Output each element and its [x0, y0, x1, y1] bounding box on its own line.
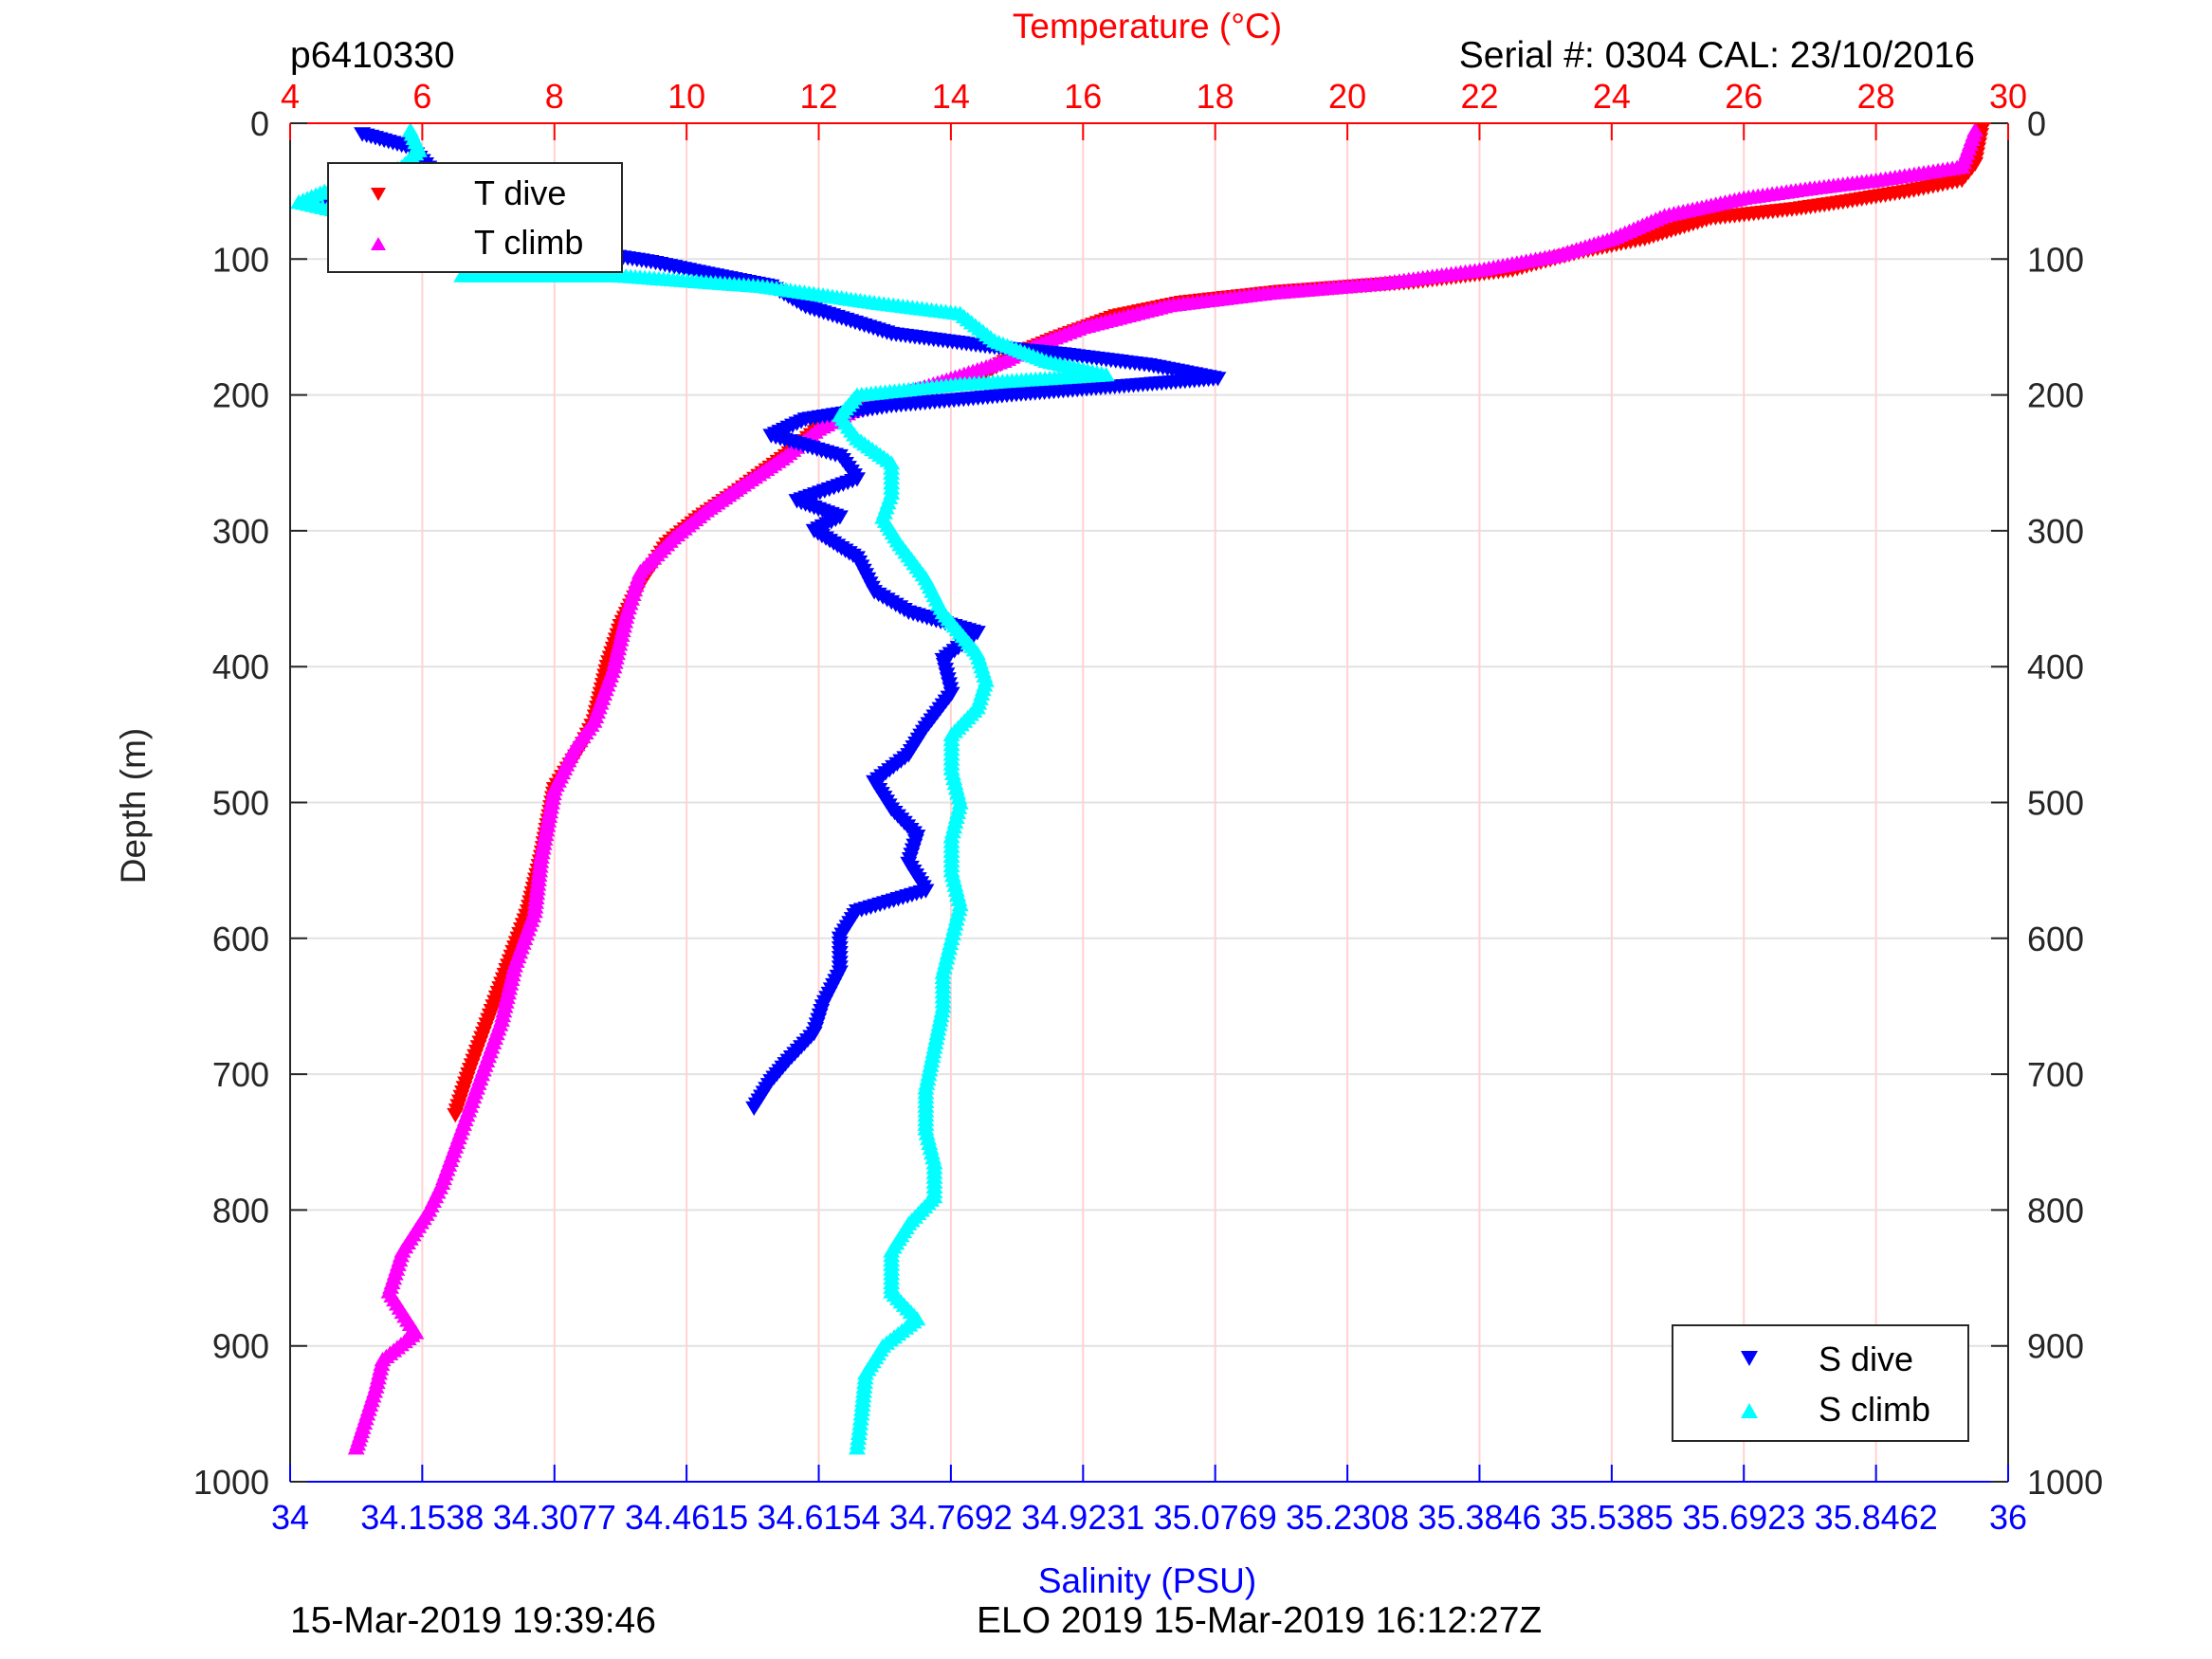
temp-tick-label-12: 28 [1857, 77, 1895, 116]
legend-s-climb-label: S climb [1819, 1390, 1930, 1429]
legend-t-climb-marker [371, 237, 386, 250]
y-tick-label-right-3: 300 [2027, 512, 2084, 551]
y-tick-label-left-2: 200 [212, 376, 269, 415]
y-tick-label-left-9: 900 [212, 1327, 269, 1366]
sal-tick-label-2: 34.3077 [493, 1498, 616, 1537]
legend-t-climb-label: T climb [474, 223, 583, 262]
y-axis-title: Depth (m) [114, 728, 153, 884]
legend-s-dive-label: S dive [1819, 1340, 1913, 1378]
bottom-axis-title: Salinity (PSU) [1038, 1561, 1256, 1600]
sal-tick-label-6: 34.9231 [1021, 1498, 1144, 1537]
temp-tick-label-13: 30 [1989, 77, 2027, 116]
sal-tick-label-4: 34.6154 [757, 1498, 880, 1537]
temp-tick-label-2: 8 [545, 77, 564, 116]
sal-tick-label-11: 35.6923 [1682, 1498, 1805, 1537]
temp-tick-label-7: 18 [1197, 77, 1234, 116]
y-tick-label-left-0: 0 [250, 104, 269, 143]
temp-tick-label-4: 12 [800, 77, 838, 116]
temp-tick-label-9: 22 [1460, 77, 1498, 116]
y-tick-label-right-1: 100 [2027, 240, 2084, 279]
legend-temperature-box [327, 162, 623, 273]
data-point [848, 1440, 866, 1455]
y-tick-label-right-2: 200 [2027, 376, 2084, 415]
sal-tick-label-8: 35.2308 [1286, 1498, 1409, 1537]
sal-tick-label-13: 36 [1989, 1498, 2027, 1537]
axes: 0 0 100 100 200 200 300 300 400 400 500 500 600 600 70… [193, 77, 2103, 1537]
data-point [745, 1101, 763, 1117]
y-tick-label-left-8: 800 [212, 1191, 269, 1230]
temp-tick-label-0: 4 [281, 77, 300, 116]
y-tick-label-right-0: 0 [2027, 104, 2046, 143]
sal-tick-label-10: 35.5385 [1550, 1498, 1673, 1537]
y-tick-label-right-5: 500 [2027, 784, 2084, 823]
sal-tick-label-7: 35.0769 [1154, 1498, 1277, 1537]
y-tick-label-left-10: 1000 [193, 1463, 269, 1502]
legend-t-dive-label: T dive [474, 173, 566, 212]
y-tick-label-left-5: 500 [212, 784, 269, 823]
temp-tick-label-6: 16 [1064, 77, 1102, 116]
temp-tick-label-10: 24 [1593, 77, 1631, 116]
data-point [447, 1107, 465, 1123]
legend-s-dive-marker [1741, 1351, 1758, 1366]
y-tick-label-left-4: 400 [212, 647, 269, 686]
legend-t-dive-marker [371, 188, 386, 201]
y-tick-label-left-6: 600 [212, 920, 269, 958]
header-right-text: Serial #: 0304 CAL: 23/10/2016 [1459, 35, 1975, 76]
sal-tick-label-3: 34.4615 [625, 1498, 748, 1537]
temp-tick-label-5: 14 [932, 77, 970, 116]
sal-tick-label-1: 34.1538 [360, 1498, 484, 1537]
y-tick-label-left-3: 300 [212, 512, 269, 551]
legend-salinity-box [1672, 1324, 1969, 1442]
sal-tick-label-5: 34.7692 [889, 1498, 1013, 1537]
temp-tick-label-3: 10 [667, 77, 705, 116]
data-point [347, 1440, 365, 1455]
footer-center-text: ELO 2019 15-Mar-2019 16:12:27Z [977, 1600, 1542, 1641]
y-tick-label-left-1: 100 [212, 240, 269, 279]
footer-left-text: 15-Mar-2019 19:39:46 [290, 1600, 656, 1641]
sal-tick-label-12: 35.8462 [1815, 1498, 1938, 1537]
y-tick-label-right-10: 1000 [2027, 1463, 2103, 1502]
legend-temperature: T dive T climb [327, 162, 623, 273]
sal-tick-label-9: 35.3846 [1417, 1498, 1541, 1537]
y-tick-label-right-7: 700 [2027, 1055, 2084, 1094]
temp-tick-label-1: 6 [412, 77, 431, 116]
temp-tick-label-8: 20 [1328, 77, 1366, 116]
series-s-dive [316, 127, 1227, 1117]
y-tick-label-left-7: 700 [212, 1055, 269, 1094]
header-left-text: p6410330 [290, 35, 455, 76]
legend-s-climb-marker [1741, 1403, 1758, 1418]
temp-tick-label-11: 26 [1725, 77, 1763, 116]
y-tick-label-right-8: 800 [2027, 1191, 2084, 1230]
y-tick-label-right-6: 600 [2027, 920, 2084, 958]
sal-tick-label-0: 34 [271, 1498, 309, 1537]
y-tick-label-right-4: 400 [2027, 647, 2084, 686]
top-axis-title: Temperature (°C) [1013, 7, 1282, 46]
legend-salinity: S dive S climb [1672, 1324, 1969, 1442]
y-tick-label-right-9: 900 [2027, 1327, 2084, 1366]
